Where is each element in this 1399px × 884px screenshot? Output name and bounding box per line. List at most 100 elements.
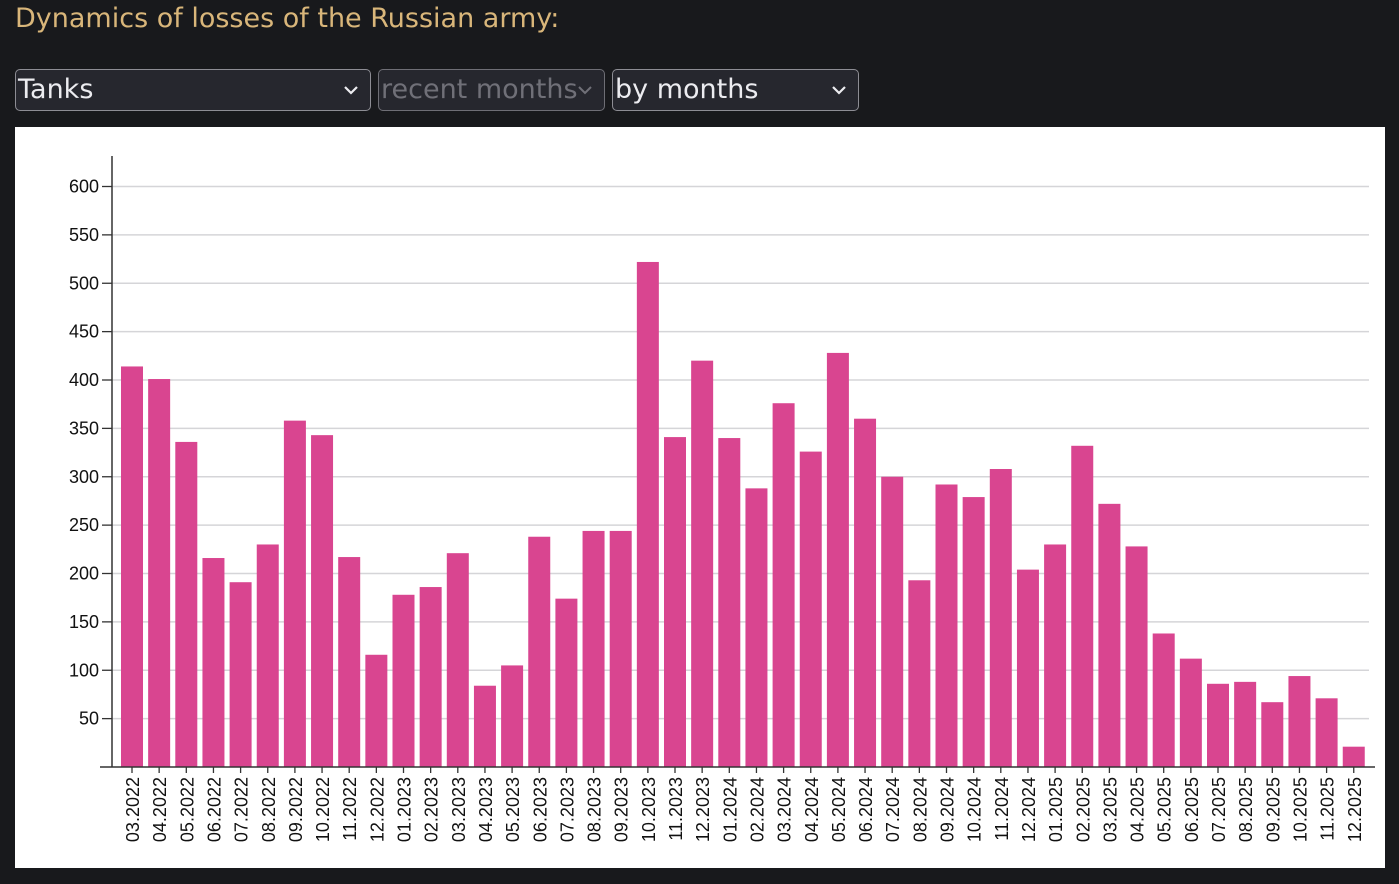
bar-11.2023[interactable]: [664, 437, 686, 767]
bar-04.2024[interactable]: [799, 451, 822, 767]
x-tick-label: 12.2024: [1019, 777, 1039, 842]
bar-06.2023[interactable]: [528, 536, 551, 767]
bar-10.2024[interactable]: [962, 497, 985, 767]
bar-08.2024[interactable]: [908, 580, 931, 767]
x-tick-label: 07.2023: [557, 777, 577, 842]
bar-09.2022[interactable]: [283, 420, 306, 767]
x-tick-label: 10.2022: [313, 777, 333, 842]
y-tick-label: 350: [69, 418, 99, 438]
category-select[interactable]: Tanks: [15, 69, 371, 111]
bar-08.2025[interactable]: [1234, 681, 1257, 767]
period-select[interactable]: by months: [612, 69, 859, 111]
bar-03.2022[interactable]: [121, 366, 143, 767]
x-tick-label: 07.2024: [883, 777, 903, 842]
bar-02.2023[interactable]: [419, 587, 442, 767]
bar-11.2024[interactable]: [989, 469, 1012, 767]
range-select[interactable]: recent months: [378, 69, 605, 111]
bar-05.2022[interactable]: [175, 441, 198, 767]
x-tick-label: 07.2022: [232, 777, 252, 842]
bar-09.2024[interactable]: [935, 484, 958, 767]
x-tick-label: 12.2023: [693, 777, 713, 842]
bar-10.2025[interactable]: [1288, 676, 1311, 767]
bar-08.2022[interactable]: [256, 544, 279, 767]
x-tick-label: 04.2025: [1128, 777, 1148, 842]
x-tick-label: 01.2024: [720, 777, 740, 842]
bar-04.2022[interactable]: [148, 379, 171, 767]
x-tick-label: 06.2025: [1182, 777, 1202, 842]
x-tick-label: 03.2024: [775, 777, 795, 842]
x-tick-label: 02.2025: [1073, 777, 1093, 842]
y-tick-label: 300: [69, 467, 99, 487]
x-tick-label: 03.2025: [1100, 777, 1120, 842]
x-tick-label: 10.2024: [965, 777, 985, 842]
y-tick-label: 400: [69, 370, 99, 390]
x-tick-label: 05.2023: [503, 777, 523, 842]
bar-09.2023[interactable]: [609, 530, 632, 767]
x-tick-label: 12.2025: [1345, 777, 1365, 842]
x-tick-label: 03.2022: [123, 777, 143, 842]
bar-12.2023[interactable]: [691, 360, 714, 767]
y-tick-label: 550: [69, 225, 99, 245]
bar-05.2024[interactable]: [826, 352, 849, 767]
bar-06.2024[interactable]: [854, 418, 877, 767]
bar-03.2024[interactable]: [772, 403, 795, 767]
x-tick-label: 12.2022: [367, 777, 387, 842]
y-tick-label: 150: [69, 612, 99, 632]
bar-11.2022[interactable]: [338, 557, 361, 767]
bar-07.2025[interactable]: [1207, 683, 1229, 767]
x-tick-label: 07.2025: [1209, 777, 1229, 842]
bar-01.2025[interactable]: [1044, 544, 1067, 767]
x-tick-label: 11.2022: [340, 777, 360, 841]
bar-01.2023[interactable]: [392, 594, 415, 767]
x-tick-label: 10.2023: [639, 777, 659, 842]
y-tick-label: 500: [69, 273, 99, 293]
bar-11.2025[interactable]: [1315, 698, 1338, 767]
bar-05.2025[interactable]: [1152, 633, 1175, 767]
bar-08.2023[interactable]: [582, 530, 605, 767]
bar-05.2023[interactable]: [501, 665, 524, 767]
bar-02.2025[interactable]: [1071, 445, 1094, 767]
range-select-value: recent months: [381, 74, 578, 105]
y-tick-label: 100: [69, 660, 99, 680]
bar-03.2023[interactable]: [446, 553, 469, 767]
x-tick-label: 11.2023: [666, 777, 686, 841]
bar-12.2024[interactable]: [1016, 569, 1039, 767]
bar-07.2024[interactable]: [881, 476, 904, 767]
x-tick-label: 04.2024: [802, 777, 822, 842]
page-title: Dynamics of losses of the Russian army:: [15, 3, 560, 34]
bar-09.2025[interactable]: [1261, 702, 1284, 767]
x-tick-label: 11.2024: [992, 777, 1012, 841]
y-tick-label: 200: [69, 564, 99, 584]
x-tick-label: 11.2025: [1318, 777, 1338, 841]
x-tick-label: 08.2023: [585, 777, 605, 842]
bar-10.2022[interactable]: [311, 435, 334, 767]
bar-12.2022[interactable]: [365, 654, 388, 767]
period-select-value: by months: [615, 74, 759, 105]
bar-04.2025[interactable]: [1125, 546, 1148, 767]
x-tick-label: 02.2023: [422, 777, 442, 842]
y-tick-label: 600: [69, 177, 99, 197]
x-tick-label: 08.2024: [910, 777, 930, 842]
x-tick-label: 01.2025: [1046, 777, 1066, 842]
x-tick-label: 09.2022: [286, 777, 306, 842]
bar-06.2025[interactable]: [1179, 658, 1202, 767]
chevron-down-icon: [832, 86, 846, 95]
chevron-down-icon: [344, 86, 358, 95]
bar-07.2022[interactable]: [229, 582, 252, 767]
x-tick-label: 06.2022: [204, 777, 224, 842]
bar-04.2023[interactable]: [473, 685, 496, 767]
bar-10.2023[interactable]: [636, 261, 659, 767]
x-tick-label: 03.2023: [449, 777, 469, 842]
chevron-down-icon: [578, 86, 592, 95]
bar-12.2025[interactable]: [1342, 746, 1365, 767]
x-tick-label: 09.2023: [612, 777, 632, 842]
bar-01.2024[interactable]: [718, 438, 741, 767]
bar-06.2022[interactable]: [202, 558, 225, 767]
x-tick-label: 10.2025: [1290, 777, 1310, 842]
bar-02.2024[interactable]: [745, 488, 768, 767]
x-tick-label: 06.2023: [530, 777, 550, 842]
x-tick-label: 02.2024: [747, 777, 767, 842]
bar-07.2023[interactable]: [555, 598, 578, 767]
x-tick-label: 06.2024: [856, 777, 876, 842]
bar-03.2025[interactable]: [1098, 503, 1121, 767]
